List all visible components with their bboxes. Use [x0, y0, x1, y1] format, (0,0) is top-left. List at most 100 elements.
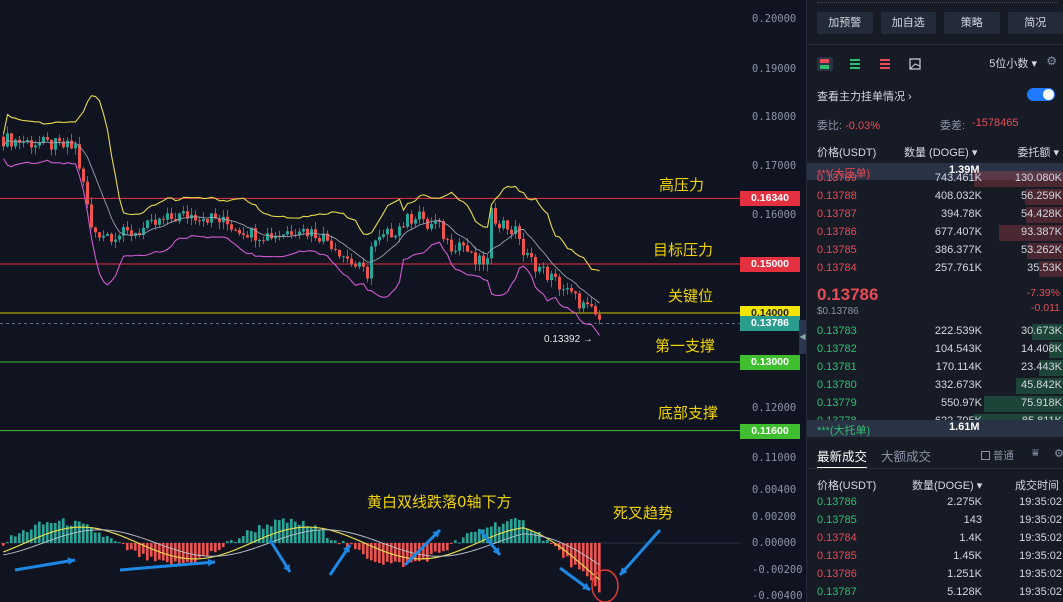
candle-body [398, 226, 401, 236]
filter-icon[interactable]: ⩸ [1032, 447, 1039, 459]
trade-row: 0.13786 1.251K 19:35:02 [807, 566, 1063, 584]
macd-histogram-bar [342, 540, 345, 543]
candle-body [142, 227, 145, 235]
candle-body [158, 218, 161, 225]
row-qty: 394.78K [941, 208, 982, 220]
candle-body [278, 235, 281, 237]
candle-body [138, 232, 141, 235]
candle-body [282, 234, 285, 236]
trade-row: 0.13786 2.275K 19:35:02 [807, 494, 1063, 512]
normal-filter[interactable]: 普通 [981, 448, 1014, 463]
change-percent: -7.39% [1026, 287, 1060, 299]
bids-only-view-icon[interactable] [847, 57, 863, 71]
candle-body [486, 258, 489, 265]
candle-body [30, 140, 33, 148]
row-amount: 14.408K [1021, 343, 1062, 355]
candle-body [514, 226, 517, 234]
candle-body [478, 255, 481, 265]
candle-body [250, 227, 253, 238]
bid-row[interactable]: 0.13779 550.97K 75.918K [807, 395, 1063, 413]
panel-collapse-handle[interactable]: ◀ [799, 320, 806, 354]
macd-histogram-bar [354, 543, 357, 550]
divider [807, 44, 1063, 45]
candle-body [370, 246, 373, 279]
candle-body [322, 233, 325, 242]
bid-row[interactable]: 0.13780 332.673K 45.842K [807, 377, 1063, 395]
big-bid-label: ***(大托单) [817, 425, 871, 437]
candle-body [102, 235, 105, 238]
macd-histogram-bar [350, 543, 353, 545]
amount-column-header[interactable]: 委托额 ▾ [1017, 147, 1059, 159]
trend-arrow [119, 560, 216, 572]
trade-qty: 2.275K [947, 496, 982, 508]
add-alert-button[interactable]: 加预警 [817, 12, 873, 34]
axis-tick-label: 0.12000 [752, 402, 797, 414]
chart-canvas[interactable] [0, 0, 806, 602]
macd-histogram-bar [126, 543, 129, 551]
macd-histogram-bar [242, 536, 245, 543]
target-pressure-annotation: 目标压力 [653, 241, 714, 259]
trend-arrowhead [283, 564, 290, 572]
depth-bar [1039, 261, 1063, 277]
macd-histogram-bar [554, 543, 557, 547]
trend-arrowhead [342, 545, 350, 553]
tab-large-trades[interactable]: 大额成交 [881, 450, 932, 464]
ask-row[interactable]: 0.13787 394.78K 54.428K [807, 206, 1063, 224]
bid-row[interactable]: 0.13782 104.543K 14.408K [807, 341, 1063, 359]
ask-row[interactable]: 0.13786 677.407K 93.387K [807, 224, 1063, 242]
macd-histogram-bar [186, 543, 189, 563]
row-price: 0.13787 [817, 208, 857, 220]
ask-row[interactable]: 0.13788 408.032K 56.259K [807, 188, 1063, 206]
macd-histogram-bar [154, 543, 157, 562]
price-chart[interactable]: 0.20000 0.19000 0.18000 0.17000 0.16000 0.150… [0, 0, 806, 602]
trade-qty: 1.251K [947, 568, 982, 580]
settings-icon[interactable]: ⚙ [1054, 448, 1063, 460]
trend-arrowhead [620, 567, 628, 575]
big-ask-label: ***(大压单) [817, 168, 871, 180]
candle-body [246, 234, 249, 238]
bid-row[interactable]: 0.13781 170.114K 23.443K [807, 359, 1063, 377]
asks-only-view-icon[interactable] [877, 57, 893, 71]
add-watchlist-button[interactable]: 加自选 [880, 12, 936, 34]
ask-row[interactable]: 0.13789 743.461K 130.080K [807, 170, 1063, 188]
tab-latest-trades[interactable]: 最新成交 [817, 446, 868, 469]
candle-body [42, 137, 45, 143]
bid-row[interactable]: 0.13783 222.539K 30.673K [807, 323, 1063, 341]
qty-column-header[interactable]: 数量 (DOGE) ▾ [904, 147, 978, 159]
candle-body [438, 220, 441, 222]
row-amount: 30.673K [1021, 325, 1062, 337]
macd-histogram-bar [258, 525, 261, 543]
gear-icon[interactable]: ⚙ [1046, 54, 1057, 68]
trade-qty: 1.4K [959, 532, 982, 544]
trade-qty-header[interactable]: 数量(DOGE) ▾ [912, 480, 983, 492]
candle-body [458, 242, 461, 251]
both-sides-view-icon[interactable] [817, 57, 833, 71]
divider [807, 468, 1063, 469]
depth-chart-view-icon[interactable] [907, 57, 923, 71]
macd-histogram-bar [394, 543, 397, 562]
decimal-precision-select[interactable]: 5位小数 ▾ [989, 58, 1037, 70]
candle-body [442, 221, 445, 240]
macd-histogram-bar [194, 543, 197, 563]
axis-tick-label: 0.00000 [752, 537, 797, 549]
overview-button[interactable]: 简况 [1007, 12, 1063, 34]
main-orders-toggle[interactable] [1027, 88, 1055, 101]
macd-histogram-bar [190, 543, 193, 564]
macd-histogram-bar [438, 543, 441, 553]
candle-body [54, 138, 57, 150]
row-qty: 222.539K [934, 325, 982, 337]
trade-price: 0.13785 [817, 550, 857, 562]
macd-histogram-bar [290, 518, 293, 543]
strategy-button[interactable]: 策略 [944, 12, 1000, 34]
ask-row[interactable]: 0.13785 386.377K 53.262K [807, 242, 1063, 260]
bottom-support-annotation: 底部支撑 [658, 404, 719, 422]
row-amount: 35.53K [1027, 262, 1062, 274]
macd-histogram-bar [398, 543, 401, 563]
ask-row[interactable]: 0.13784 257.761K 35.53K [807, 260, 1063, 278]
candle-body [534, 257, 537, 272]
candle-body [302, 228, 305, 232]
candle-body [578, 293, 581, 309]
ratio-value: -0.03% [845, 120, 880, 132]
candle-body [214, 213, 217, 219]
macd-histogram-bar [402, 543, 405, 567]
